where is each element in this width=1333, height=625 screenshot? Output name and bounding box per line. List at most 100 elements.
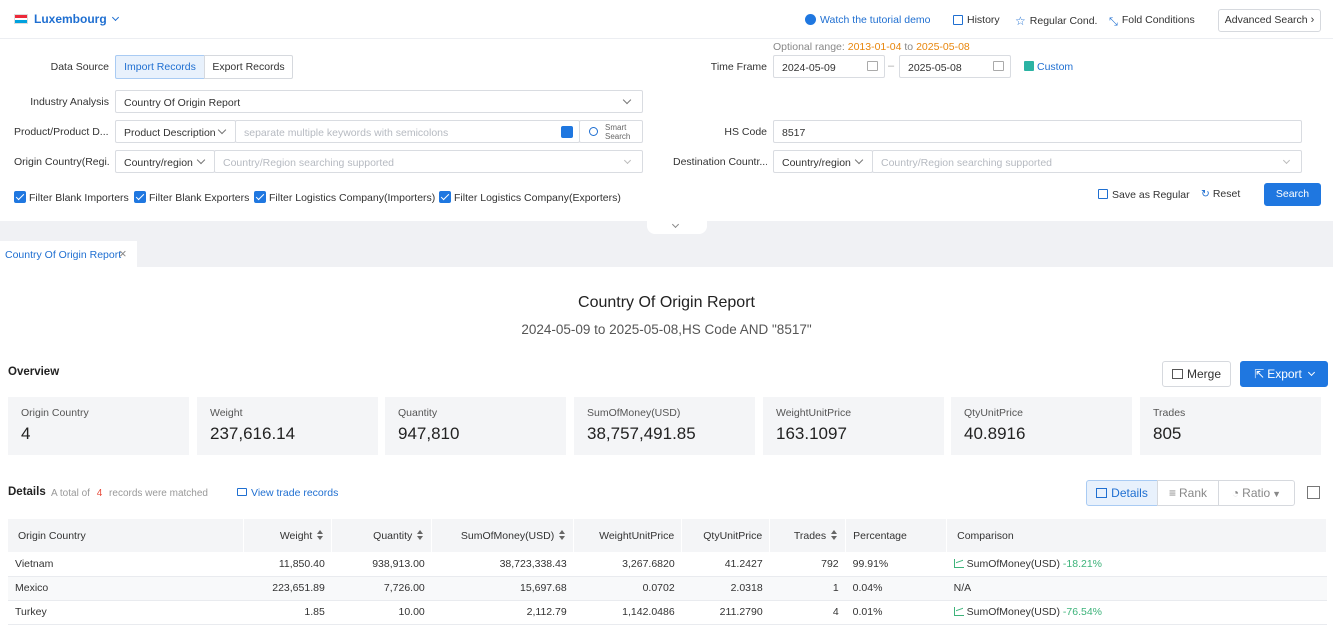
col-trades[interactable]: Trades xyxy=(769,519,847,552)
stat-card-weight: Weight 237,616.14 xyxy=(197,397,378,455)
history-link[interactable]: History xyxy=(953,14,1000,26)
cell-quantity: 10.00 xyxy=(331,600,432,625)
origin-country-input[interactable]: Country/Region searching supported xyxy=(214,150,643,173)
keywords-input[interactable]: separate multiple keywords with semicolo… xyxy=(235,120,580,143)
smart-search-button[interactable]: Smart Search xyxy=(579,120,643,143)
destination-type-value: Country/region xyxy=(782,157,851,169)
cell-qty-unit-price: 41.2427 xyxy=(681,552,770,577)
destination-type-select[interactable]: Country/region xyxy=(773,150,873,173)
tab-country-of-origin[interactable]: Country Of Origin Report × xyxy=(0,241,137,267)
filter-blank-exporters-checkbox[interactable] xyxy=(134,191,146,203)
sort-icon[interactable] xyxy=(831,529,838,540)
records-count: 4 xyxy=(96,488,103,499)
filter-logistics-exporters-checkbox[interactable] xyxy=(439,191,451,203)
product-type-select[interactable]: Product Description xyxy=(115,120,236,143)
col-label: WeightUnitPrice xyxy=(599,529,675,542)
records-icon xyxy=(237,488,247,496)
col-label: Quantity xyxy=(373,529,413,542)
table-row[interactable]: Mexico 223,651.89 7,726.00 15,697.68 0.0… xyxy=(8,576,1327,601)
col-label: SumOfMoney(USD) xyxy=(460,529,555,542)
destination-country-placeholder: Country/Region searching supported xyxy=(881,157,1053,169)
cell-percentage: 0.01% xyxy=(845,600,947,625)
view-ratio-toggle[interactable]: ◔ Ratio ▼ xyxy=(1218,480,1295,506)
custom-icon xyxy=(1024,61,1034,71)
stat-title: QtyUnitPrice xyxy=(964,407,1023,419)
col-weight[interactable]: Weight xyxy=(243,519,333,552)
fold-conditions-link[interactable]: ⤡ Fold Conditions xyxy=(1109,14,1195,28)
cell-sum: 2,112.79 xyxy=(431,600,574,625)
play-icon xyxy=(805,14,816,25)
table-row[interactable]: Turkey 1.85 10.00 2,112.79 1,142.0486 21… xyxy=(8,600,1327,625)
cell-qty-unit-price: 211.2790 xyxy=(681,600,770,625)
optional-range: Optional range: 2013-01-04 to 2025-05-08 xyxy=(773,41,970,53)
chevron-down-icon xyxy=(111,13,119,22)
star-icon: ☆ xyxy=(1015,14,1026,28)
table-row[interactable]: Vietnam 11,850.40 938,913.00 38,723,338.… xyxy=(8,552,1327,577)
details-heading: Details xyxy=(8,486,46,498)
date-from-value: 2024-05-09 xyxy=(782,62,836,74)
merge-label: Merge xyxy=(1186,367,1221,381)
trend-chart-icon xyxy=(953,607,964,616)
stat-card-origin-country: Origin Country 4 xyxy=(8,397,189,455)
cell-country: Turkey xyxy=(8,600,244,625)
rank-icon: ≡ xyxy=(1168,486,1176,500)
cell-comparison[interactable]: SumOfMoney(USD) -18.21% xyxy=(946,552,1327,577)
import-records-label: Import Records xyxy=(124,61,196,73)
date-to-input[interactable]: 2025-05-08 xyxy=(899,55,1011,78)
industry-analysis-label: Industry Analysis xyxy=(30,96,109,108)
fold-icon: ⤡ xyxy=(1109,16,1118,28)
chevron-down-icon xyxy=(854,155,864,165)
merge-button[interactable]: Merge xyxy=(1162,361,1231,387)
col-sum-of-money[interactable]: SumOfMoney(USD) xyxy=(431,519,575,552)
view-rank-toggle[interactable]: ≡ Rank xyxy=(1157,480,1219,506)
sort-icon[interactable] xyxy=(417,529,424,540)
fullscreen-icon[interactable] xyxy=(1307,486,1320,499)
filter-blank-importers-checkbox[interactable] xyxy=(14,191,26,203)
regular-cond-label: Regular Cond. xyxy=(1029,15,1098,27)
view-rank-label: Rank xyxy=(1179,486,1208,500)
reset-button[interactable]: ↻ Reset xyxy=(1201,188,1240,200)
optional-range-end: 2025-05-08 xyxy=(916,41,970,53)
hs-code-input[interactable]: 8517 xyxy=(773,120,1302,143)
view-details-toggle[interactable]: Details xyxy=(1086,480,1158,506)
export-records-toggle[interactable]: Export Records xyxy=(204,55,293,79)
cell-quantity: 938,913.00 xyxy=(331,552,432,577)
sort-icon[interactable] xyxy=(559,529,566,540)
chevron-down-icon xyxy=(623,156,632,165)
destination-country-input[interactable]: Country/Region searching supported xyxy=(872,150,1302,173)
keyword-helper-icon[interactable] xyxy=(561,126,573,138)
tutorial-link[interactable]: Watch the tutorial demo xyxy=(805,14,931,26)
date-from-input[interactable]: 2024-05-09 xyxy=(773,55,885,78)
advanced-search-button[interactable]: Advanced Search › xyxy=(1218,9,1321,32)
save-icon xyxy=(1098,189,1108,199)
search-button[interactable]: Search xyxy=(1264,183,1321,206)
import-records-toggle[interactable]: Import Records xyxy=(115,55,205,79)
origin-type-value: Country/region xyxy=(124,157,193,169)
export-button[interactable]: ⇱ Export xyxy=(1240,361,1328,387)
custom-range-link[interactable]: Custom xyxy=(1024,61,1073,73)
cell-country: Mexico xyxy=(8,576,244,601)
product-label: Product/Product D... xyxy=(14,126,109,138)
industry-analysis-select[interactable]: Country Of Origin Report xyxy=(115,90,643,113)
close-icon[interactable]: × xyxy=(119,246,127,261)
col-label: Origin Country xyxy=(18,529,86,542)
country-selector[interactable]: Luxembourg xyxy=(34,12,119,26)
stat-value: 38,757,491.85 xyxy=(587,424,696,443)
cell-comparison[interactable]: SumOfMoney(USD) -76.54% xyxy=(946,600,1327,625)
stat-card-sum-of-money: SumOfMoney(USD) 38,757,491.85 xyxy=(574,397,755,455)
origin-type-select[interactable]: Country/region xyxy=(115,150,215,173)
regular-cond-link[interactable]: ☆ Regular Cond. xyxy=(1015,14,1098,28)
filter-blank-exporters-label: Filter Blank Exporters xyxy=(149,192,250,204)
view-ratio-label: Ratio xyxy=(1242,486,1271,500)
filter-logistics-importers-checkbox[interactable] xyxy=(254,191,266,203)
tutorial-label: Watch the tutorial demo xyxy=(820,14,931,26)
col-quantity[interactable]: Quantity xyxy=(331,519,433,552)
records-suffix: records were matched xyxy=(109,488,208,499)
sort-icon[interactable] xyxy=(317,529,324,540)
collapse-toggle[interactable] xyxy=(647,220,707,234)
col-weight-unit-price: WeightUnitPrice xyxy=(573,519,683,552)
save-regular-button[interactable]: Save as Regular xyxy=(1098,189,1190,201)
comparison-label: N/A xyxy=(953,582,972,594)
view-trade-records-link[interactable]: View trade records xyxy=(237,487,338,499)
stat-card-trades: Trades 805 xyxy=(1140,397,1321,455)
